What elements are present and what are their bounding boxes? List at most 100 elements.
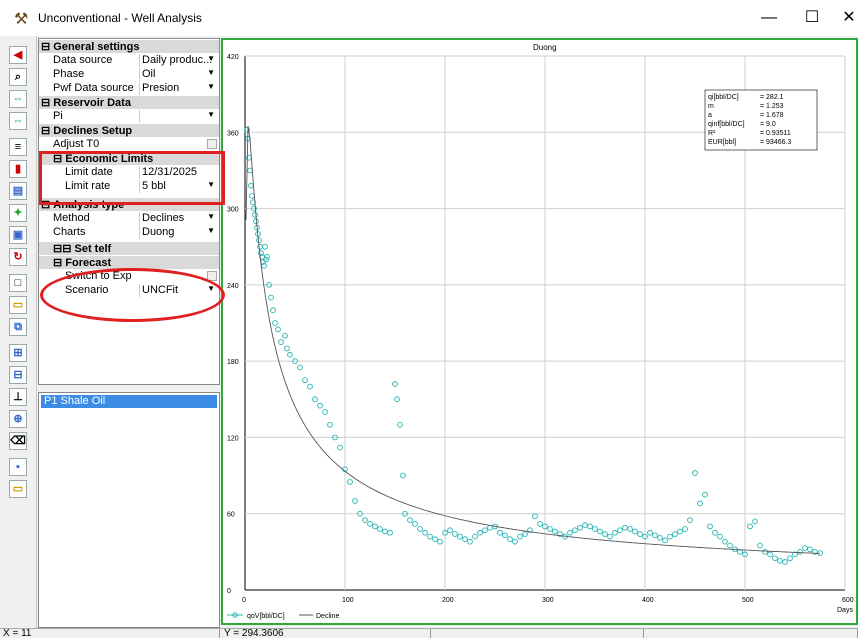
row-limit-rate[interactable]: Limit rate 5 bbl ▼ bbox=[39, 180, 219, 193]
data-point bbox=[347, 479, 353, 485]
tree-icon[interactable]: ⊥ bbox=[9, 388, 27, 406]
row-limit-date[interactable]: Limit date 12/31/2025 bbox=[39, 166, 219, 179]
phase-value[interactable]: Oil bbox=[139, 68, 219, 81]
data-point bbox=[572, 527, 578, 534]
document-icon[interactable]: ≡ bbox=[9, 138, 27, 156]
row-pi[interactable]: Pi ▼ bbox=[39, 110, 219, 123]
data-point bbox=[512, 538, 518, 545]
data-point bbox=[268, 294, 274, 301]
data-point bbox=[307, 383, 313, 390]
swap-icon[interactable]: ⇔ bbox=[9, 112, 27, 130]
adjust-t0-checkbox[interactable] bbox=[207, 139, 217, 149]
save-icon[interactable]: ▪ bbox=[9, 458, 27, 476]
limit-rate-value[interactable]: 5 bbl bbox=[139, 180, 219, 193]
stats-value: = 9.0 bbox=[760, 121, 776, 128]
data-point bbox=[377, 526, 383, 532]
back-arrow-icon[interactable]: ◀ bbox=[9, 46, 27, 64]
data-point bbox=[462, 536, 468, 542]
property-grid: ⊟ General settings Data source Daily prod… bbox=[38, 38, 220, 385]
row-phase[interactable]: Phase Oil ▼ bbox=[39, 68, 219, 81]
data-point bbox=[577, 524, 583, 531]
open-icon[interactable]: ▭ bbox=[9, 480, 27, 498]
star-icon[interactable]: ✦ bbox=[9, 204, 27, 222]
data-point bbox=[422, 529, 428, 536]
section-set-telf[interactable]: ⊟⊟ Set telf bbox=[39, 242, 219, 255]
scenario-value[interactable]: UNCFit bbox=[139, 284, 219, 297]
add-node-icon[interactable]: ⊞ bbox=[9, 344, 27, 362]
data-point bbox=[662, 537, 668, 544]
data-point bbox=[312, 396, 318, 403]
data-point bbox=[567, 529, 573, 536]
bar-chart-icon[interactable]: ▮ bbox=[9, 160, 27, 178]
row-data-source[interactable]: Data source Daily produc... ▼ bbox=[39, 54, 219, 67]
method-value[interactable]: Declines bbox=[139, 212, 219, 225]
maximize-button[interactable]: ☐ bbox=[804, 9, 820, 26]
data-point bbox=[362, 517, 368, 523]
data-point bbox=[387, 529, 393, 536]
stats-label: a bbox=[708, 112, 712, 119]
well-list-item[interactable]: P1 Shale Oil bbox=[41, 395, 217, 408]
data-point bbox=[747, 523, 753, 530]
data-point bbox=[412, 521, 418, 527]
x-tick-label: 400 bbox=[642, 597, 654, 604]
row-pwf-source[interactable]: Pwf Data source Presion ▼ bbox=[39, 82, 219, 95]
data-point bbox=[497, 529, 503, 536]
row-charts[interactable]: Charts Duong ▼ bbox=[39, 226, 219, 239]
switch-exp-checkbox[interactable] bbox=[207, 271, 217, 281]
data-point bbox=[807, 546, 813, 553]
section-general-settings[interactable]: ⊟ General settings bbox=[39, 40, 219, 53]
data-point bbox=[627, 526, 633, 532]
data-point bbox=[527, 527, 533, 534]
data-point bbox=[297, 364, 303, 371]
y-tick-label: 360 bbox=[227, 130, 239, 137]
data-point bbox=[250, 199, 256, 206]
row-method[interactable]: Method Declines ▼ bbox=[39, 212, 219, 225]
charts-value[interactable]: Duong bbox=[139, 226, 219, 239]
data-point bbox=[244, 126, 250, 133]
add-branch-icon[interactable]: ⊟ bbox=[9, 366, 27, 384]
data-source-value[interactable]: Daily produc... bbox=[139, 54, 219, 67]
binoculars-icon[interactable]: ⌕ bbox=[9, 68, 27, 86]
section-declines-setup[interactable]: ⊟ Declines Setup bbox=[39, 124, 219, 137]
x-tick-label: 100 bbox=[342, 597, 354, 604]
stats-value: = 1.253 bbox=[760, 103, 784, 110]
compare-icon[interactable]: ⇔ bbox=[9, 90, 27, 108]
status-y: Y = 294.3606 bbox=[221, 629, 431, 638]
data-point bbox=[327, 421, 333, 428]
stats-label: R² bbox=[708, 130, 716, 137]
chart-window-icon[interactable]: ▤ bbox=[9, 182, 27, 200]
y-tick-label: 420 bbox=[227, 54, 239, 61]
section-analysis-type[interactable]: ⊟ Analysis type bbox=[39, 198, 219, 211]
stats-value: = 0.93511 bbox=[760, 130, 791, 137]
eraser-icon[interactable]: ⌫ bbox=[9, 432, 27, 450]
data-point bbox=[727, 542, 733, 549]
section-reservoir-data[interactable]: ⊟ Reservoir Data bbox=[39, 96, 219, 109]
refresh-icon[interactable]: ↻ bbox=[9, 248, 27, 266]
data-point bbox=[677, 528, 683, 535]
data-point bbox=[742, 551, 748, 558]
row-scenario[interactable]: Scenario UNCFit ▼ bbox=[39, 284, 219, 297]
data-point bbox=[622, 524, 628, 531]
section-economic-limits[interactable]: ⊟ Economic Limits bbox=[39, 152, 219, 165]
row-adjust-t0[interactable]: Adjust T0 bbox=[39, 138, 219, 151]
minimize-button[interactable]: — bbox=[761, 9, 777, 26]
pi-value[interactable] bbox=[139, 110, 219, 123]
data-point bbox=[249, 193, 255, 199]
data-point bbox=[258, 250, 264, 256]
row-switch-exp[interactable]: Switch to Exp bbox=[39, 270, 219, 283]
limit-date-value[interactable]: 12/31/2025 bbox=[139, 166, 219, 179]
copy-icon[interactable]: ⧉ bbox=[9, 318, 27, 336]
data-point bbox=[292, 358, 298, 364]
close-button[interactable]: ✕ bbox=[842, 9, 856, 26]
layers-icon[interactable]: ▣ bbox=[9, 226, 27, 244]
pwf-value[interactable]: Presion bbox=[139, 82, 219, 95]
data-point bbox=[337, 444, 343, 451]
section-forecast[interactable]: ⊟ Forecast bbox=[39, 256, 219, 269]
data-point bbox=[262, 243, 268, 250]
data-point bbox=[767, 551, 773, 558]
dropdown-arrow-icon: ▼ bbox=[207, 212, 215, 221]
add-child-icon[interactable]: ⊕ bbox=[9, 410, 27, 428]
new-file-icon[interactable]: □ bbox=[9, 274, 27, 292]
open-folder-icon[interactable]: ▭ bbox=[9, 296, 27, 314]
data-point bbox=[317, 402, 323, 409]
